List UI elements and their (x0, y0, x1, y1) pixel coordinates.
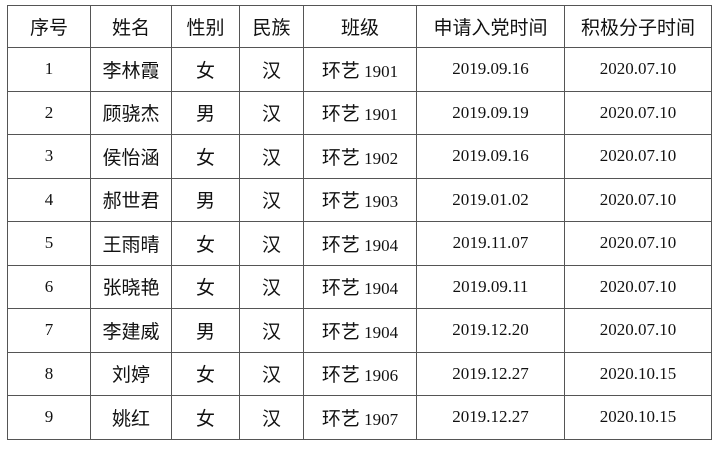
table-row: 4 郝世君男汉环艺 1903 2019.01.02 2020.07.10 (7, 177, 712, 222)
cell-apply-date: 2019.09.19 (416, 90, 565, 135)
cell-ethnicity: 汉 (239, 90, 304, 135)
class-number: 1904 (364, 235, 399, 255)
cell-name: 王雨晴 (90, 221, 172, 266)
cell-no: 7 (7, 308, 91, 353)
table-row: 1 李林霞女汉环艺 1901 2019.09.16 2020.07.10 (7, 47, 712, 92)
class-number: 1901 (364, 105, 399, 125)
cell-gender: 女 (171, 351, 240, 396)
member-table: 序号 姓名 性别 民族 班级 申请入党时间 积极分子时间 1 李林霞女汉环艺 19… (7, 5, 712, 440)
class-prefix: 环艺 (321, 233, 360, 256)
class-number: 1902 (364, 148, 399, 168)
cell-name: 侯怡涵 (90, 134, 172, 179)
cell-ethnicity: 汉 (239, 264, 304, 309)
table-row: 3 侯怡涵女汉环艺 1902 2019.09.16 2020.07.10 (7, 134, 712, 179)
header-gender: 性别 (171, 5, 240, 48)
class-prefix: 环艺 (321, 364, 360, 387)
table-row: 2 顾骁杰男汉环艺 1901 2019.09.19 2020.07.10 (7, 90, 712, 135)
class-prefix: 环艺 (321, 277, 360, 300)
cell-class: 环艺 1904 (303, 308, 417, 353)
cell-no: 8 (7, 351, 91, 396)
cell-name: 李建威 (90, 308, 172, 353)
cell-apply-date: 2019.09.11 (416, 264, 565, 309)
table-row: 6 张晓艳女汉环艺 1904 2019.09.11 2020.07.10 (7, 264, 712, 309)
cell-activist-date: 2020.07.10 (564, 90, 712, 135)
header-ethnicity: 民族 (239, 5, 304, 48)
cell-gender: 女 (171, 134, 240, 179)
cell-name: 姚红 (90, 395, 172, 440)
header-class: 班级 (303, 5, 417, 48)
header-activist-date: 积极分子时间 (564, 5, 712, 48)
class-prefix: 环艺 (321, 407, 360, 430)
table-row: 8 刘婷女汉环艺 1906 2019.12.27 2020.10.15 (7, 351, 712, 396)
cell-activist-date: 2020.07.10 (564, 308, 712, 353)
cell-no: 1 (7, 47, 91, 92)
cell-no: 3 (7, 134, 91, 179)
cell-apply-date: 2019.12.20 (416, 308, 565, 353)
class-prefix: 环艺 (321, 103, 360, 126)
cell-name: 刘婷 (90, 351, 172, 396)
class-number: 1904 (364, 279, 399, 299)
cell-name: 李林霞 (90, 47, 172, 92)
header-apply-date: 申请入党时间 (416, 5, 565, 48)
cell-gender: 女 (171, 221, 240, 266)
cell-ethnicity: 汉 (239, 351, 304, 396)
cell-gender: 男 (171, 177, 240, 222)
cell-gender: 女 (171, 47, 240, 92)
cell-class: 环艺 1907 (303, 395, 417, 440)
class-number: 1904 (364, 322, 399, 342)
cell-activist-date: 2020.07.10 (564, 177, 712, 222)
cell-class: 环艺 1903 (303, 177, 417, 222)
cell-activist-date: 2020.07.10 (564, 221, 712, 266)
cell-ethnicity: 汉 (239, 177, 304, 222)
class-prefix: 环艺 (321, 190, 360, 213)
cell-name: 张晓艳 (90, 264, 172, 309)
cell-no: 2 (7, 90, 91, 135)
cell-gender: 男 (171, 90, 240, 135)
class-number: 1906 (364, 366, 399, 386)
class-prefix: 环艺 (321, 59, 360, 82)
cell-name: 郝世君 (90, 177, 172, 222)
cell-apply-date: 2019.12.27 (416, 351, 565, 396)
cell-ethnicity: 汉 (239, 395, 304, 440)
cell-no: 6 (7, 264, 91, 309)
cell-gender: 女 (171, 395, 240, 440)
cell-apply-date: 2019.12.27 (416, 395, 565, 440)
cell-ethnicity: 汉 (239, 308, 304, 353)
cell-class: 环艺 1901 (303, 47, 417, 92)
class-number: 1901 (364, 61, 399, 81)
cell-name: 顾骁杰 (90, 90, 172, 135)
cell-activist-date: 2020.10.15 (564, 351, 712, 396)
cell-apply-date: 2019.09.16 (416, 47, 565, 92)
class-number: 1903 (364, 192, 399, 212)
header-row: 序号 姓名 性别 民族 班级 申请入党时间 积极分子时间 (7, 5, 712, 48)
cell-activist-date: 2020.07.10 (564, 264, 712, 309)
header-no: 序号 (7, 5, 91, 48)
cell-no: 4 (7, 177, 91, 222)
cell-activist-date: 2020.07.10 (564, 47, 712, 92)
cell-ethnicity: 汉 (239, 134, 304, 179)
class-prefix: 环艺 (321, 320, 360, 343)
cell-apply-date: 2019.09.16 (416, 134, 565, 179)
cell-gender: 男 (171, 308, 240, 353)
cell-ethnicity: 汉 (239, 47, 304, 92)
class-prefix: 环艺 (321, 146, 360, 169)
cell-no: 9 (7, 395, 91, 440)
cell-ethnicity: 汉 (239, 221, 304, 266)
class-number: 1907 (364, 409, 399, 429)
cell-class: 环艺 1902 (303, 134, 417, 179)
cell-class: 环艺 1904 (303, 221, 417, 266)
cell-apply-date: 2019.01.02 (416, 177, 565, 222)
cell-gender: 女 (171, 264, 240, 309)
table-row: 7 李建威男汉环艺 1904 2019.12.20 2020.07.10 (7, 308, 712, 353)
cell-class: 环艺 1901 (303, 90, 417, 135)
cell-class: 环艺 1904 (303, 264, 417, 309)
table-row: 9 姚红女汉环艺 1907 2019.12.27 2020.10.15 (7, 395, 712, 440)
header-name: 姓名 (90, 5, 172, 48)
cell-activist-date: 2020.10.15 (564, 395, 712, 440)
cell-activist-date: 2020.07.10 (564, 134, 712, 179)
cell-no: 5 (7, 221, 91, 266)
table-row: 5 王雨晴女汉环艺 1904 2019.11.07 2020.07.10 (7, 221, 712, 266)
cell-apply-date: 2019.11.07 (416, 221, 565, 266)
cell-class: 环艺 1906 (303, 351, 417, 396)
